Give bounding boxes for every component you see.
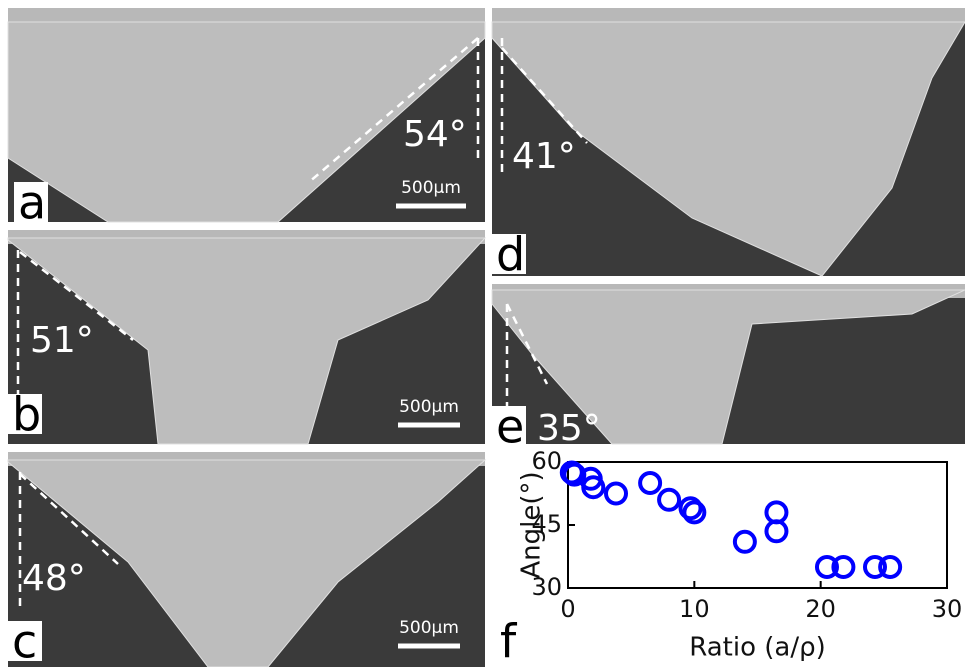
y-tick-label: 60 (531, 447, 562, 475)
y-axis-label: Angle(°) (517, 471, 547, 578)
panel-label: e (496, 400, 524, 454)
panel-label: b (12, 388, 41, 442)
angle-label: 51° (30, 320, 94, 361)
plot-frame (568, 462, 947, 588)
x-tick-label: 30 (932, 595, 963, 623)
scale-label: 500μm (399, 397, 459, 417)
sem-panel: d41°500μm (492, 8, 965, 282)
sem-panel: c 48° 500μm (8, 452, 485, 667)
sample-edge (8, 8, 485, 22)
panel-label: c (12, 615, 37, 667)
angle-label: 54° (403, 114, 467, 155)
x-tick-label: 10 (679, 595, 710, 623)
panel-label: a (18, 176, 46, 230)
sem-panel: b 51° 500μm (8, 230, 485, 444)
panel-label: d (496, 228, 525, 282)
scale-label: 500μm (401, 178, 461, 198)
sem-panel: a 54° 500μm (8, 8, 485, 230)
figure: a54°500μmd41°500μmb51°500μme35°500μmc48°… (0, 0, 965, 667)
sem-panel: e35°500μm (492, 284, 965, 454)
angle-label: 41° (512, 136, 576, 177)
angle-label: 35° (537, 408, 601, 449)
sample-edge (492, 8, 965, 22)
x-tick-label: 20 (805, 595, 836, 623)
scale-label: 500μm (399, 618, 459, 638)
panel-label: f (500, 615, 518, 667)
x-tick-label: 0 (560, 595, 575, 623)
x-axis-label: Ratio (a/ρ) (689, 633, 826, 663)
angle-label: 48° (22, 558, 86, 599)
